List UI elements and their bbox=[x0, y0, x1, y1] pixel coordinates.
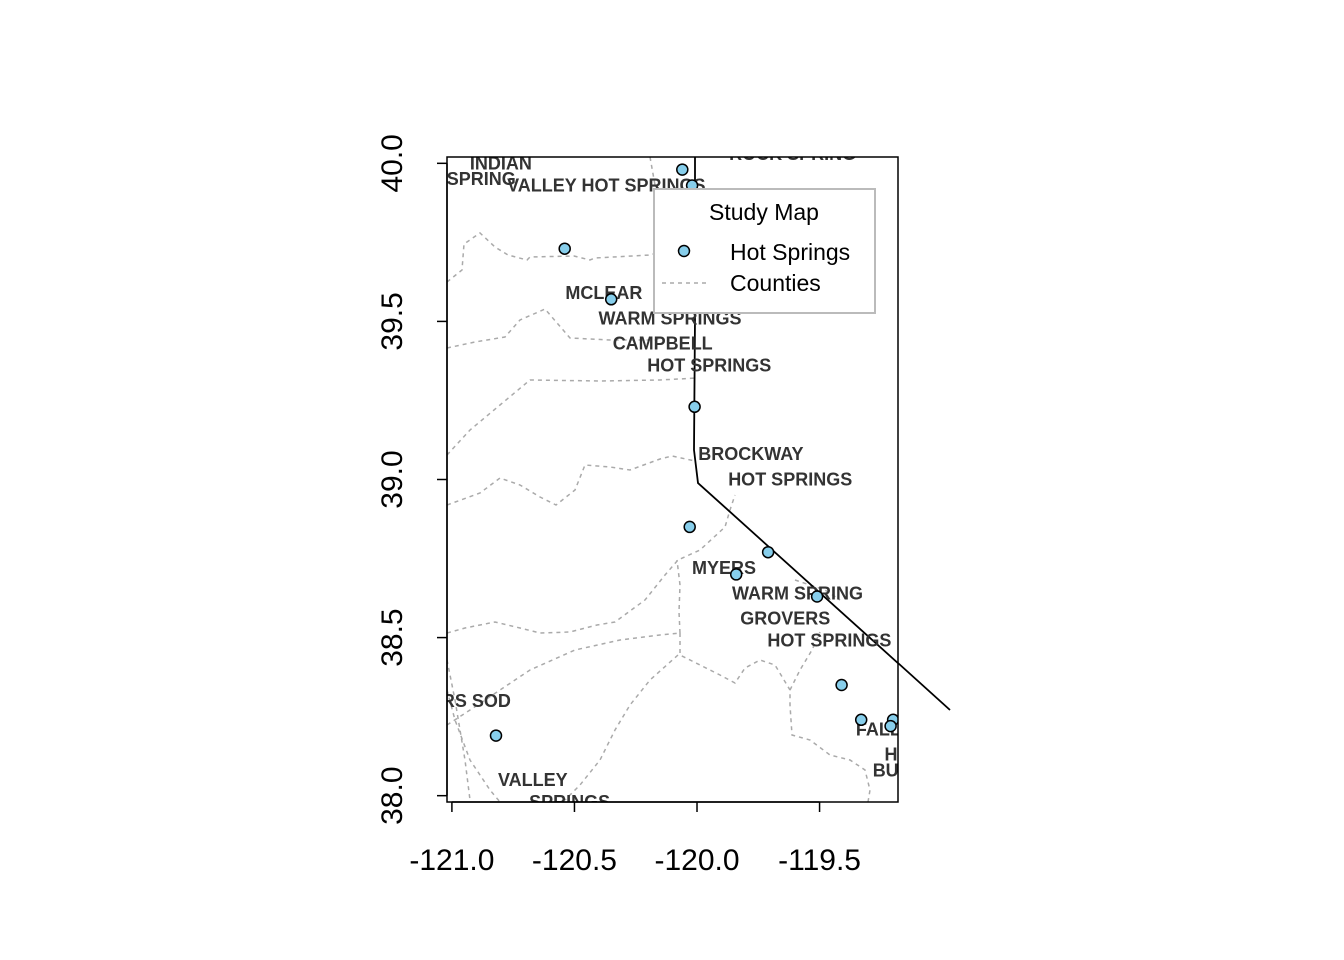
hot-spring-point bbox=[559, 243, 570, 254]
place-label: HOT SPRINGS bbox=[728, 470, 852, 490]
place-label: MYERS bbox=[692, 558, 756, 578]
hot-spring-point bbox=[677, 164, 688, 175]
legend-label-counties: Counties bbox=[730, 270, 821, 296]
place-label: RS SOD bbox=[442, 691, 511, 711]
county-line bbox=[677, 560, 680, 633]
x-tick-label: -120.0 bbox=[654, 844, 739, 877]
place-label: BROCKWAY bbox=[698, 444, 803, 464]
place-label: GROVERS bbox=[740, 609, 830, 629]
place-label: SPRING bbox=[447, 169, 516, 189]
x-axis: -121.0 -120.5 -120.0 -119.5 bbox=[409, 802, 861, 877]
place-label: HOT SPRINGS bbox=[647, 356, 771, 376]
hot-spring-point bbox=[731, 569, 742, 580]
hot-spring-point bbox=[689, 401, 700, 412]
county-line bbox=[447, 456, 695, 505]
county-line bbox=[447, 633, 680, 725]
county-line bbox=[447, 233, 660, 282]
y-tick-label: 40.0 bbox=[376, 134, 409, 192]
state-boundary-outside bbox=[898, 663, 950, 710]
hot-spring-point bbox=[856, 714, 867, 725]
hot-spring-point bbox=[885, 721, 896, 732]
county-line bbox=[565, 655, 678, 800]
place-label: ROCK SPRING bbox=[729, 144, 856, 164]
x-tick-label: -121.0 bbox=[409, 844, 494, 877]
legend-title: Study Map bbox=[709, 199, 819, 225]
county-line bbox=[680, 633, 870, 802]
hot-spring-point bbox=[684, 521, 695, 532]
hot-spring-point bbox=[491, 730, 502, 741]
y-axis: 38.0 38.5 39.0 39.5 40.0 bbox=[376, 134, 447, 825]
place-label: BU bbox=[873, 760, 899, 780]
y-tick-label: 39.0 bbox=[376, 450, 409, 508]
x-tick-label: -120.5 bbox=[532, 844, 617, 877]
place-label: WARM SPRING bbox=[732, 583, 863, 603]
place-label: CAMPBELL bbox=[613, 334, 713, 354]
hot-spring-point bbox=[812, 591, 823, 602]
hot-spring-point bbox=[763, 547, 774, 558]
hot-spring-point bbox=[836, 680, 847, 691]
y-tick-label: 38.5 bbox=[376, 608, 409, 666]
place-label: HOT SPRINGS bbox=[767, 631, 891, 651]
place-label: VALLEY bbox=[498, 770, 568, 790]
legend: Study Map Hot Springs Counties bbox=[654, 189, 875, 313]
hot-spring-point bbox=[606, 294, 617, 305]
y-tick-label: 39.5 bbox=[376, 292, 409, 350]
legend-label-hot-springs: Hot Springs bbox=[730, 239, 850, 265]
place-label: MCLEAR bbox=[565, 283, 642, 303]
y-tick-label: 38.0 bbox=[376, 766, 409, 824]
county-line bbox=[447, 378, 697, 455]
x-tick-label: -119.5 bbox=[778, 844, 861, 877]
legend-point-symbol bbox=[679, 246, 690, 257]
